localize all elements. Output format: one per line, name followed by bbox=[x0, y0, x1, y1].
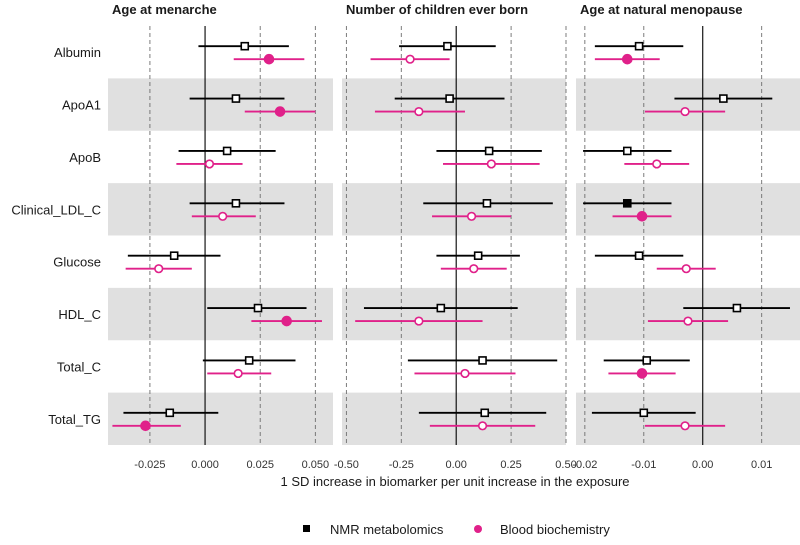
panel-1-point-biochem-Albumin bbox=[263, 53, 275, 65]
row-label-Total_TG: Total_TG bbox=[48, 412, 101, 427]
panel-1-point-nmr-Total_C bbox=[244, 356, 254, 365]
panel-3-point-nmr-Clinical_LDL_C bbox=[622, 199, 632, 208]
panel-3-point-nmr-Albumin bbox=[634, 41, 644, 51]
panel-3-point-nmr-ApoA1 bbox=[719, 94, 728, 103]
row-label-Albumin: Albumin bbox=[54, 45, 101, 60]
panel-1-point-biochem-Clinical_LDL_C bbox=[218, 211, 228, 221]
panel-2-tick-label: 0.50 bbox=[555, 459, 576, 471]
panel-3-point-biochem-ApoB bbox=[652, 159, 662, 169]
legend-biochem-label: Blood biochemistry bbox=[500, 522, 610, 537]
panel-3-point-nmr-Total_C bbox=[642, 356, 652, 365]
panel-2-title: Number of children ever born bbox=[346, 2, 528, 17]
panel-2-row-band bbox=[342, 392, 566, 445]
row-label-Total_C: Total_C bbox=[57, 359, 101, 374]
panel-1-point-nmr-HDL_C bbox=[253, 303, 263, 313]
panel-1-point-nmr-ApoB bbox=[222, 146, 232, 156]
panel-2-point-nmr-ApoB bbox=[484, 146, 494, 156]
panel-1-row-band bbox=[108, 78, 333, 131]
legend-biochem-marker bbox=[474, 525, 482, 533]
panel-2-point-biochem-Total_C bbox=[460, 368, 470, 379]
panel-3-tick-label: -0.01 bbox=[631, 459, 656, 471]
panel-1-row-band bbox=[108, 183, 333, 236]
row-label-ApoA1: ApoA1 bbox=[62, 98, 101, 113]
panel-2-row-band bbox=[342, 183, 566, 236]
panel-3-point-nmr-Total_TG bbox=[639, 408, 649, 418]
panel-2-point-nmr-HDL_C bbox=[436, 303, 446, 313]
panel-1-point-biochem-HDL_C bbox=[281, 315, 292, 327]
panel-3-row-band bbox=[576, 183, 800, 236]
panel-2-point-nmr-Total_TG bbox=[480, 408, 490, 418]
panel-2-tick-label: -0.50 bbox=[334, 459, 359, 471]
panel-3-point-biochem-HDL_C bbox=[683, 316, 693, 326]
panel-3-point-biochem-Total_C bbox=[636, 368, 648, 379]
panel-1-point-biochem-Total_TG bbox=[140, 420, 151, 432]
legend-nmr-label: NMR metabolomics bbox=[330, 522, 444, 537]
panel-1-point-biochem-Glucose bbox=[154, 264, 164, 274]
panel-2-row-band bbox=[342, 287, 566, 341]
panel-3-tick-label: 0.00 bbox=[692, 459, 713, 471]
panel-2-tick-label: -0.25 bbox=[389, 459, 414, 471]
panel-3-point-nmr-Glucose bbox=[634, 251, 644, 260]
panel-3-point-biochem-Total_TG bbox=[680, 421, 690, 431]
panel-1-point-nmr-Glucose bbox=[169, 251, 179, 260]
panel-3-point-biochem-ApoA1 bbox=[680, 106, 690, 117]
row-label-Clinical_LDL_C: Clinical_LDL_C bbox=[11, 202, 101, 217]
panel-2-point-nmr-ApoA1 bbox=[445, 94, 454, 103]
panel-2-tick-label: 0.25 bbox=[500, 459, 521, 471]
panel-2-point-biochem-Albumin bbox=[405, 54, 415, 64]
panel-3-point-biochem-Glucose bbox=[681, 264, 691, 274]
panel-1-tick-label: 0.025 bbox=[246, 459, 274, 471]
panel-2-tick-label: 0.00 bbox=[445, 459, 466, 471]
panel-3-point-biochem-Albumin bbox=[621, 53, 633, 65]
panel-1-point-nmr-Clinical_LDL_C bbox=[231, 199, 241, 208]
panel-1-point-biochem-Total_C bbox=[233, 368, 243, 379]
panel-2-point-nmr-Clinical_LDL_C bbox=[482, 199, 492, 208]
panel-1-point-nmr-ApoA1 bbox=[231, 94, 241, 103]
panel-2-point-biochem-ApoA1 bbox=[414, 106, 424, 117]
panel-1-tick-label: 0.000 bbox=[191, 459, 219, 471]
panel-3-point-biochem-Clinical_LDL_C bbox=[636, 211, 648, 222]
panel-2-point-biochem-ApoB bbox=[486, 159, 496, 169]
panel-3-point-nmr-ApoB bbox=[622, 146, 632, 156]
panel-1-title: Age at menarche bbox=[112, 2, 217, 17]
panel-2-point-nmr-Glucose bbox=[473, 251, 483, 260]
panel-3-point-nmr-HDL_C bbox=[732, 303, 742, 313]
panel-3-tick-label: -0.02 bbox=[572, 459, 597, 471]
panel-3-row-band bbox=[576, 78, 800, 131]
panel-1-point-nmr-Albumin bbox=[240, 41, 250, 51]
panel-3-row-band bbox=[576, 392, 800, 445]
panel-2-point-nmr-Albumin bbox=[443, 41, 452, 51]
row-label-Glucose: Glucose bbox=[53, 255, 101, 270]
row-label-ApoB: ApoB bbox=[69, 150, 101, 165]
panel-2-point-biochem-Clinical_LDL_C bbox=[466, 211, 477, 221]
legend-nmr-marker bbox=[303, 525, 310, 532]
panel-1-point-biochem-ApoB bbox=[204, 159, 215, 169]
panel-3-title: Age at natural menopause bbox=[580, 2, 743, 17]
panel-2-point-biochem-HDL_C bbox=[414, 316, 424, 326]
x-axis-title: 1 SD increase in biomarker per unit incr… bbox=[280, 474, 629, 489]
row-label-HDL_C: HDL_C bbox=[58, 307, 101, 322]
panel-1-point-biochem-ApoA1 bbox=[274, 106, 286, 117]
panel-1-row-band bbox=[108, 392, 333, 445]
panel-1-tick-label: -0.025 bbox=[134, 459, 165, 471]
panel-2-point-nmr-Total_C bbox=[478, 356, 487, 365]
panel-1-row-band bbox=[108, 287, 333, 341]
panel-1-tick-label: 0.050 bbox=[302, 459, 330, 471]
panel-3-row-band bbox=[576, 287, 800, 341]
panel-2-point-biochem-Total_TG bbox=[477, 421, 488, 431]
panel-2-row-band bbox=[342, 78, 566, 131]
panel-2-point-biochem-Glucose bbox=[469, 264, 479, 274]
panel-1-point-nmr-Total_TG bbox=[165, 408, 175, 418]
panel-3-tick-label: 0.01 bbox=[751, 459, 772, 471]
